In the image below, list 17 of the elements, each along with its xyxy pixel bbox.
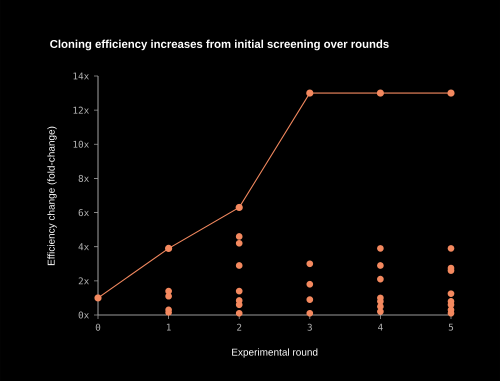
chart-title: Cloning efficiency increases from initial screening over rounds (50, 40, 389, 50)
x-tick-label: 1 (166, 324, 171, 330)
y-tick-label: 12x (74, 106, 89, 114)
y-tick-label: 10x (74, 140, 89, 148)
x-tick-label: 4 (378, 324, 383, 330)
x-tick-label: 0 (96, 324, 100, 331)
y-tick-label: 0x (78, 311, 89, 319)
y-tick-label: 4x (78, 243, 89, 250)
y-tick-label: 14x (74, 72, 89, 80)
x-tick-label: 3 (308, 324, 312, 331)
y-tick-label: 6x (78, 209, 89, 216)
x-tick-label: 5 (448, 324, 454, 331)
x-axis-title: Experimental round (232, 348, 318, 358)
x-tick-label: 2 (237, 324, 242, 331)
y-axis-title: Efficiency change (fold-change) (47, 126, 57, 266)
y-tick-label: 8x (78, 174, 89, 182)
y-tick-label: 2x (78, 277, 89, 284)
